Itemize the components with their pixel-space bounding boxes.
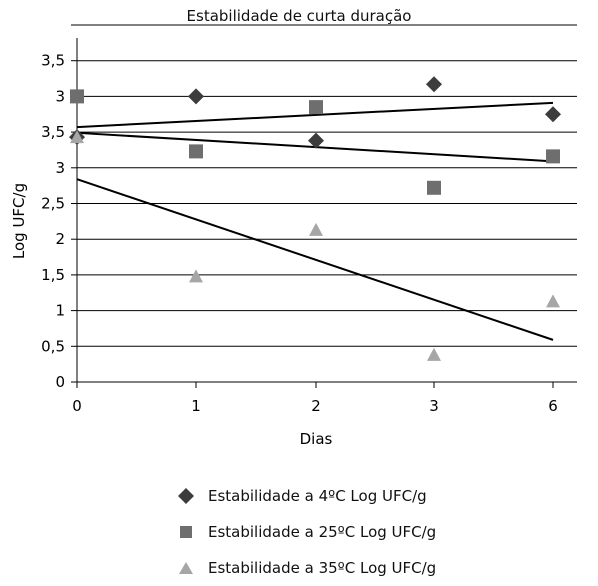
y-tick-label: 0: [55, 373, 65, 391]
x-tick-labels: 0 1 2 3 6: [72, 397, 558, 415]
diamond-point: [308, 132, 324, 149]
triangle-point: [70, 130, 84, 144]
square-point: [427, 180, 441, 195]
triangle-point: [309, 222, 323, 236]
x-tick-label: 6: [548, 397, 558, 415]
chart-title: Estabilidade de curta duração: [186, 7, 412, 25]
y-tick-label: 3: [55, 159, 65, 177]
legend-label-25c: Estabilidade a 25ºC Log UFC/g: [208, 523, 437, 541]
x-tick-label: 3: [429, 397, 439, 415]
legend-item-4c: Estabilidade a 4ºC Log UFC/g: [178, 478, 436, 514]
square-point: [189, 144, 203, 159]
y-tick-label: 2,5: [41, 195, 65, 213]
square-point: [70, 89, 84, 104]
diamond-point: [188, 88, 204, 105]
legend-item-25c: Estabilidade a 25ºC Log UFC/g: [178, 514, 436, 550]
x-tick-label: 2: [311, 397, 321, 415]
y-axis-label: Log UFC/g: [10, 183, 28, 259]
y-tick-label: 3: [55, 87, 65, 105]
gridlines: [77, 24, 577, 347]
triangle-point: [546, 294, 560, 308]
triangle-point: [427, 347, 441, 361]
data-points: [69, 76, 561, 361]
trendline: [76, 101, 554, 129]
x-axis-label: Dias: [300, 430, 333, 448]
x-tick-label: 0: [72, 397, 82, 415]
triangle-point: [189, 269, 203, 283]
diamond-marker-icon: [178, 488, 194, 504]
diamond-point: [545, 106, 561, 123]
y-tick-label: 1,5: [41, 266, 65, 284]
triangle-marker-icon: [178, 560, 194, 576]
chart-plot: 0 0,5 1 1,5 2 2,5 3 3,5 3 3,5 0 1 2 3 6 Dias Log UFC/…: [10, 24, 577, 448]
y-tick-label: 0,5: [41, 337, 65, 355]
square-marker-icon: [178, 524, 194, 540]
diamond-point: [426, 76, 442, 93]
y-tick-label: 2: [55, 230, 65, 248]
y-tick-label: 1: [55, 302, 65, 320]
trendline: [76, 178, 554, 341]
legend: Estabilidade a 4ºC Log UFC/g Estabilidad…: [178, 478, 436, 586]
square-point: [546, 149, 560, 164]
legend-item-35c: Estabilidade a 35ºC Log UFC/g: [178, 550, 436, 586]
x-tick-label: 1: [191, 397, 201, 415]
y-tick-label: 3,5: [41, 52, 65, 70]
legend-label-35c: Estabilidade a 35ºC Log UFC/g: [208, 559, 437, 577]
y-tick-labels: 0 0,5 1 1,5 2 2,5 3 3,5 3 3,5: [41, 52, 65, 391]
legend-label-4c: Estabilidade a 4ºC Log UFC/g: [208, 487, 427, 505]
y-tick-label: 3,5: [41, 123, 65, 141]
axes: [71, 24, 577, 388]
square-point: [309, 100, 323, 115]
